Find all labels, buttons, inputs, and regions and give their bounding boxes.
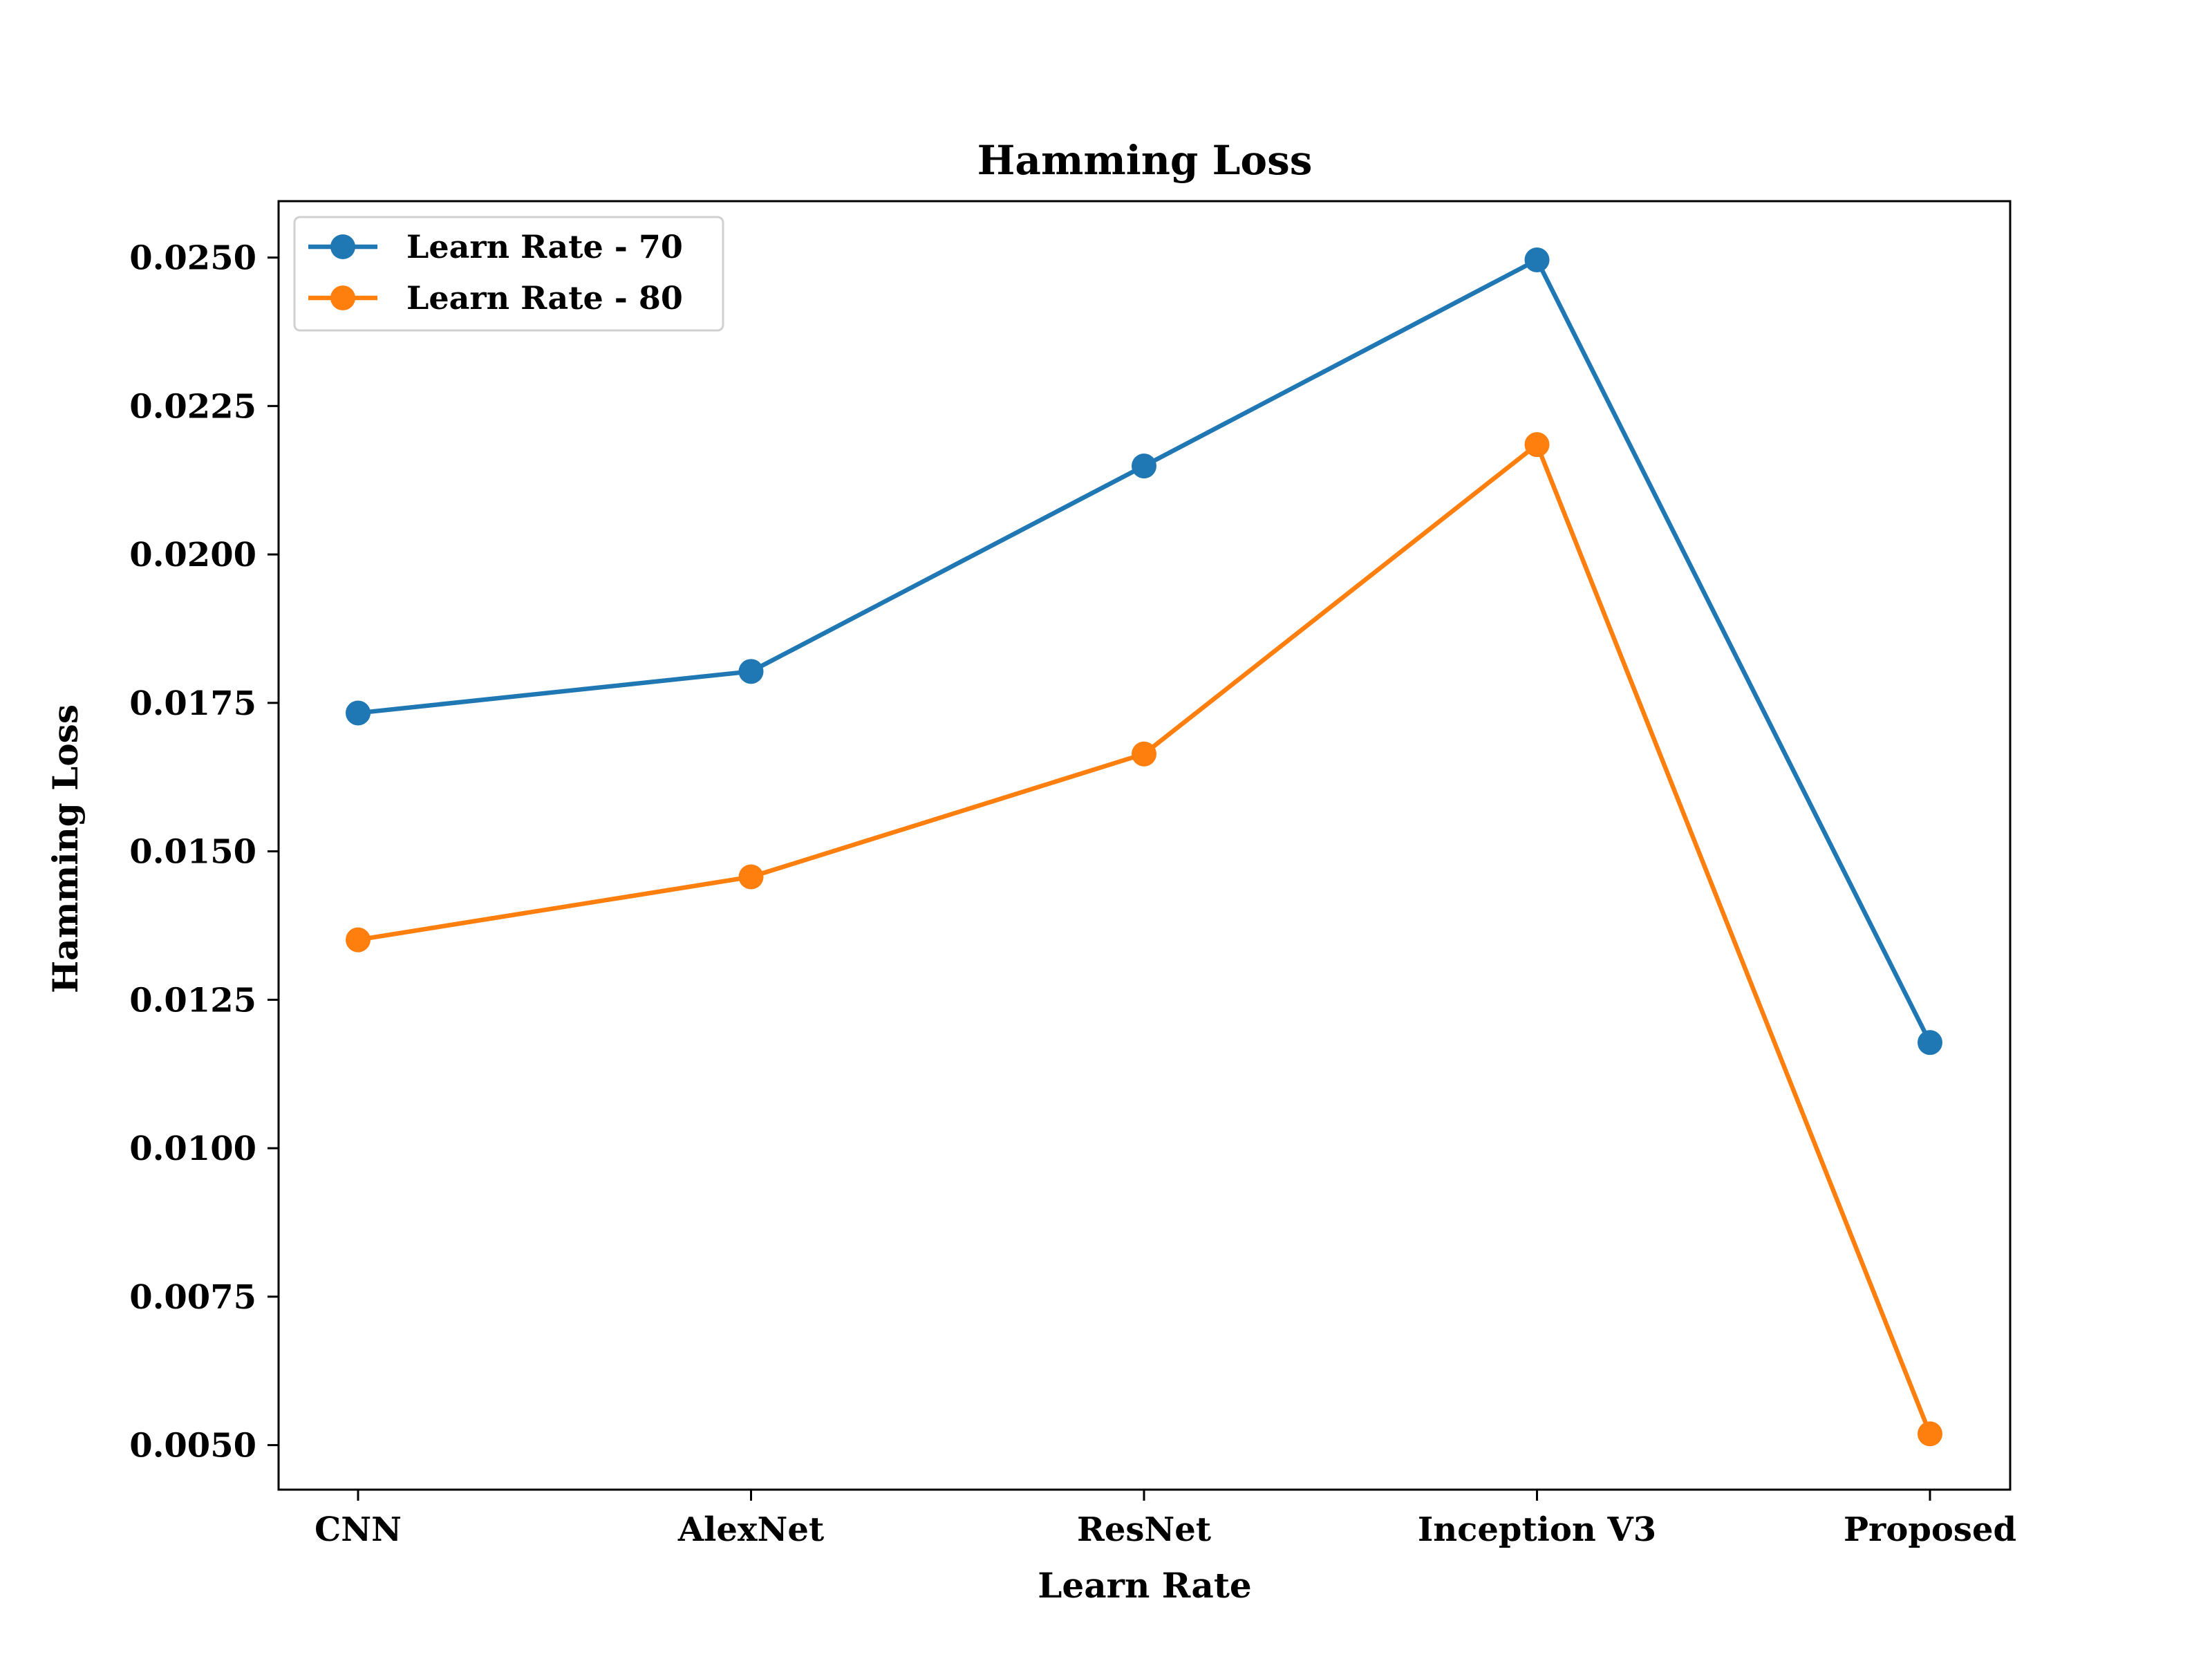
y-tick-label: 0.0075 — [129, 1278, 256, 1317]
y-tick-label: 0.0200 — [129, 536, 256, 574]
y-tick-label: 0.0175 — [129, 684, 256, 723]
y-axis-label: Hamming Loss — [45, 704, 86, 993]
data-point — [1918, 1421, 1942, 1447]
y-tick-label: 0.0150 — [129, 833, 256, 872]
data-point — [1918, 1030, 1942, 1056]
plot-frame — [277, 200, 2012, 1491]
x-tick-label: CNN — [315, 1510, 402, 1549]
data-point — [1132, 741, 1156, 767]
x-tick-label: Proposed — [1844, 1510, 2016, 1549]
data-point — [1524, 432, 1550, 458]
legend-marker — [330, 285, 355, 310]
data-point — [1524, 247, 1550, 273]
data-point — [346, 700, 371, 726]
data-point — [738, 864, 764, 890]
legend-label: Learn Rate - 80 — [406, 279, 683, 317]
x-tick-label: ResNet — [1077, 1510, 1211, 1549]
y-tick-label: 0.0225 — [129, 387, 256, 426]
data-point — [1132, 453, 1156, 479]
data-point — [738, 659, 764, 684]
data-point — [346, 927, 371, 953]
x-tick-label: Inception V3 — [1418, 1510, 1656, 1549]
y-tick-label: 0.0050 — [129, 1427, 256, 1465]
y-tick-label: 0.0125 — [129, 981, 256, 1020]
x-axis-label: Learn Rate — [1038, 1565, 1251, 1606]
y-tick-label: 0.0100 — [129, 1130, 256, 1168]
legend-box — [293, 216, 724, 332]
legend-marker — [330, 234, 355, 259]
y-tick-label: 0.0250 — [129, 239, 256, 278]
plot-area: 0.0050 0.0075 0.0100 0.0125 0.0150 0.0175 0.02… — [129, 200, 2016, 1549]
x-tick-label: AlexNet — [677, 1510, 824, 1549]
series-line-1 — [357, 257, 1932, 1044]
legend-label: Learn Rate - 70 — [406, 228, 683, 265]
chart-title: Hamming Loss — [977, 137, 1313, 184]
series-line-2 — [357, 442, 1933, 1435]
